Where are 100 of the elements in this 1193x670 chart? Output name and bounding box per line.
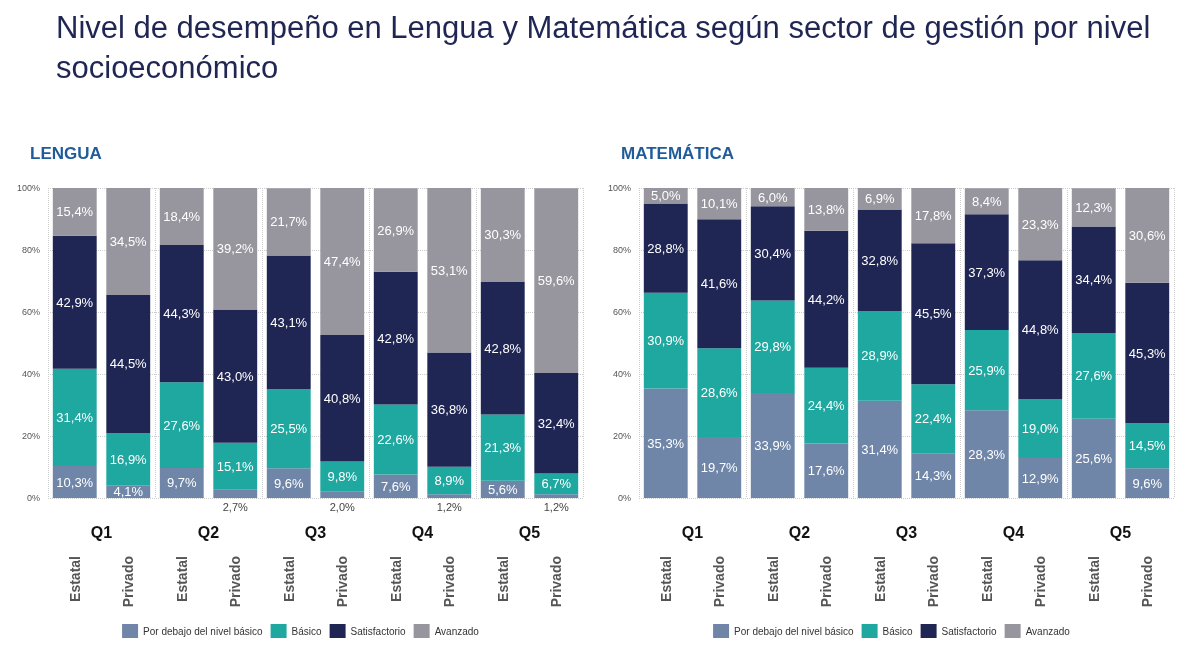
data-label: 1,2% bbox=[436, 500, 462, 513]
bar bbox=[804, 367, 849, 444]
data-label: 25,9% bbox=[968, 362, 1006, 378]
data-label: 4,1% bbox=[113, 484, 144, 500]
legend-label: Por debajo del nivel básico bbox=[143, 625, 264, 637]
data-label: 32,8% bbox=[861, 252, 899, 268]
data-label: 34,5% bbox=[109, 233, 148, 249]
data-label: 44,8% bbox=[1021, 322, 1060, 338]
bar bbox=[373, 271, 418, 405]
data-label: 21,3% bbox=[484, 440, 522, 456]
data-label: 45,3% bbox=[1128, 345, 1167, 361]
bar bbox=[1018, 188, 1063, 261]
bar bbox=[266, 255, 311, 390]
data-label: 2,0% bbox=[329, 500, 355, 513]
bar bbox=[750, 392, 795, 498]
bar bbox=[750, 206, 795, 301]
legend-label: Básico bbox=[291, 625, 323, 637]
data-label: 27,6% bbox=[1075, 368, 1113, 384]
bar bbox=[1125, 282, 1170, 424]
x-tick-label: Estatal bbox=[494, 556, 511, 602]
bar bbox=[643, 388, 688, 498]
bar bbox=[159, 245, 204, 383]
x-tick-label: Privado bbox=[818, 556, 835, 608]
data-label: 25,6% bbox=[1075, 450, 1113, 466]
data-label: 30,4% bbox=[754, 245, 792, 261]
bar bbox=[964, 214, 1009, 330]
bar bbox=[1071, 418, 1116, 498]
data-label: 14,5% bbox=[1128, 438, 1167, 454]
data-label: 15,1% bbox=[216, 458, 255, 474]
text: Q3 bbox=[304, 523, 327, 541]
bar bbox=[320, 188, 365, 335]
bar bbox=[213, 489, 258, 498]
data-label: 1,2% bbox=[543, 500, 569, 513]
data-label: 39,2% bbox=[216, 241, 255, 257]
data-label: 21,7% bbox=[270, 214, 308, 230]
data-label: 15,4% bbox=[56, 204, 94, 220]
bar bbox=[480, 281, 525, 415]
legend-label: Básico bbox=[882, 625, 914, 637]
bar bbox=[373, 404, 418, 475]
bar bbox=[159, 382, 204, 468]
bar bbox=[106, 188, 151, 295]
data-label: 32,4% bbox=[537, 415, 576, 431]
data-label: 35,3% bbox=[647, 435, 685, 451]
data-label: 31,4% bbox=[56, 409, 94, 425]
data-label: 2,7% bbox=[222, 500, 248, 513]
data-label: 33,9% bbox=[754, 437, 792, 453]
legend-label: Satisfactorio bbox=[350, 625, 407, 637]
x-tick-label: Estatal bbox=[657, 556, 674, 602]
bar bbox=[1018, 260, 1063, 400]
y-tick-label: 60% bbox=[612, 307, 631, 317]
bar bbox=[1071, 333, 1116, 419]
data-label: 44,2% bbox=[807, 291, 846, 307]
bar bbox=[857, 311, 902, 401]
bar bbox=[857, 209, 902, 312]
data-label: 30,9% bbox=[647, 333, 685, 349]
x-tick-label: Privado bbox=[1032, 556, 1049, 608]
y-tick-label: 60% bbox=[21, 307, 40, 317]
y-tick-label: 20% bbox=[612, 431, 631, 441]
bar bbox=[1071, 226, 1116, 334]
x-tick-label: Privado bbox=[334, 556, 351, 608]
bar bbox=[911, 453, 956, 498]
bar bbox=[911, 384, 956, 454]
bar bbox=[804, 443, 849, 498]
y-tick-label: 100% bbox=[16, 183, 40, 193]
x-tick-label: Estatal bbox=[1085, 556, 1102, 602]
bar bbox=[964, 329, 1009, 411]
data-label: 9,7% bbox=[166, 475, 197, 491]
text: Q2 bbox=[197, 523, 220, 541]
x-tick-label: Privado bbox=[548, 556, 565, 608]
data-label: 44,3% bbox=[163, 306, 201, 322]
data-label: 43,0% bbox=[216, 368, 255, 384]
data-label: 8,9% bbox=[434, 472, 465, 488]
x-tick-label: Estatal bbox=[280, 556, 297, 602]
bar bbox=[1018, 399, 1063, 459]
data-label: 27,6% bbox=[163, 417, 201, 433]
data-label: 5,6% bbox=[487, 481, 518, 497]
chart-subtitle: MATEMÁTICA bbox=[621, 144, 735, 165]
text: Q3 bbox=[895, 523, 918, 541]
x-tick-label: Privado bbox=[1139, 556, 1156, 608]
data-label: 9,8% bbox=[327, 469, 358, 485]
bar bbox=[106, 294, 151, 433]
data-label: 53,1% bbox=[430, 262, 469, 278]
data-label: 6,9% bbox=[864, 191, 895, 207]
bar bbox=[697, 436, 742, 498]
bar bbox=[643, 292, 688, 389]
data-label: 36,8% bbox=[430, 402, 469, 418]
bar bbox=[964, 410, 1009, 498]
data-label: 42,8% bbox=[377, 330, 415, 346]
data-label: 45,5% bbox=[914, 306, 953, 322]
legend-label: Satisfactorio bbox=[941, 625, 998, 637]
data-label: 37,3% bbox=[968, 264, 1006, 280]
y-tick-label: 100% bbox=[607, 183, 631, 193]
bar bbox=[266, 389, 311, 469]
bar bbox=[911, 243, 956, 385]
text: Q4 bbox=[411, 523, 434, 541]
data-label: 19,7% bbox=[700, 459, 739, 475]
bar bbox=[857, 400, 902, 498]
data-label: 22,6% bbox=[377, 431, 415, 447]
y-tick-label: 40% bbox=[21, 369, 40, 379]
x-tick-label: Estatal bbox=[173, 556, 190, 602]
